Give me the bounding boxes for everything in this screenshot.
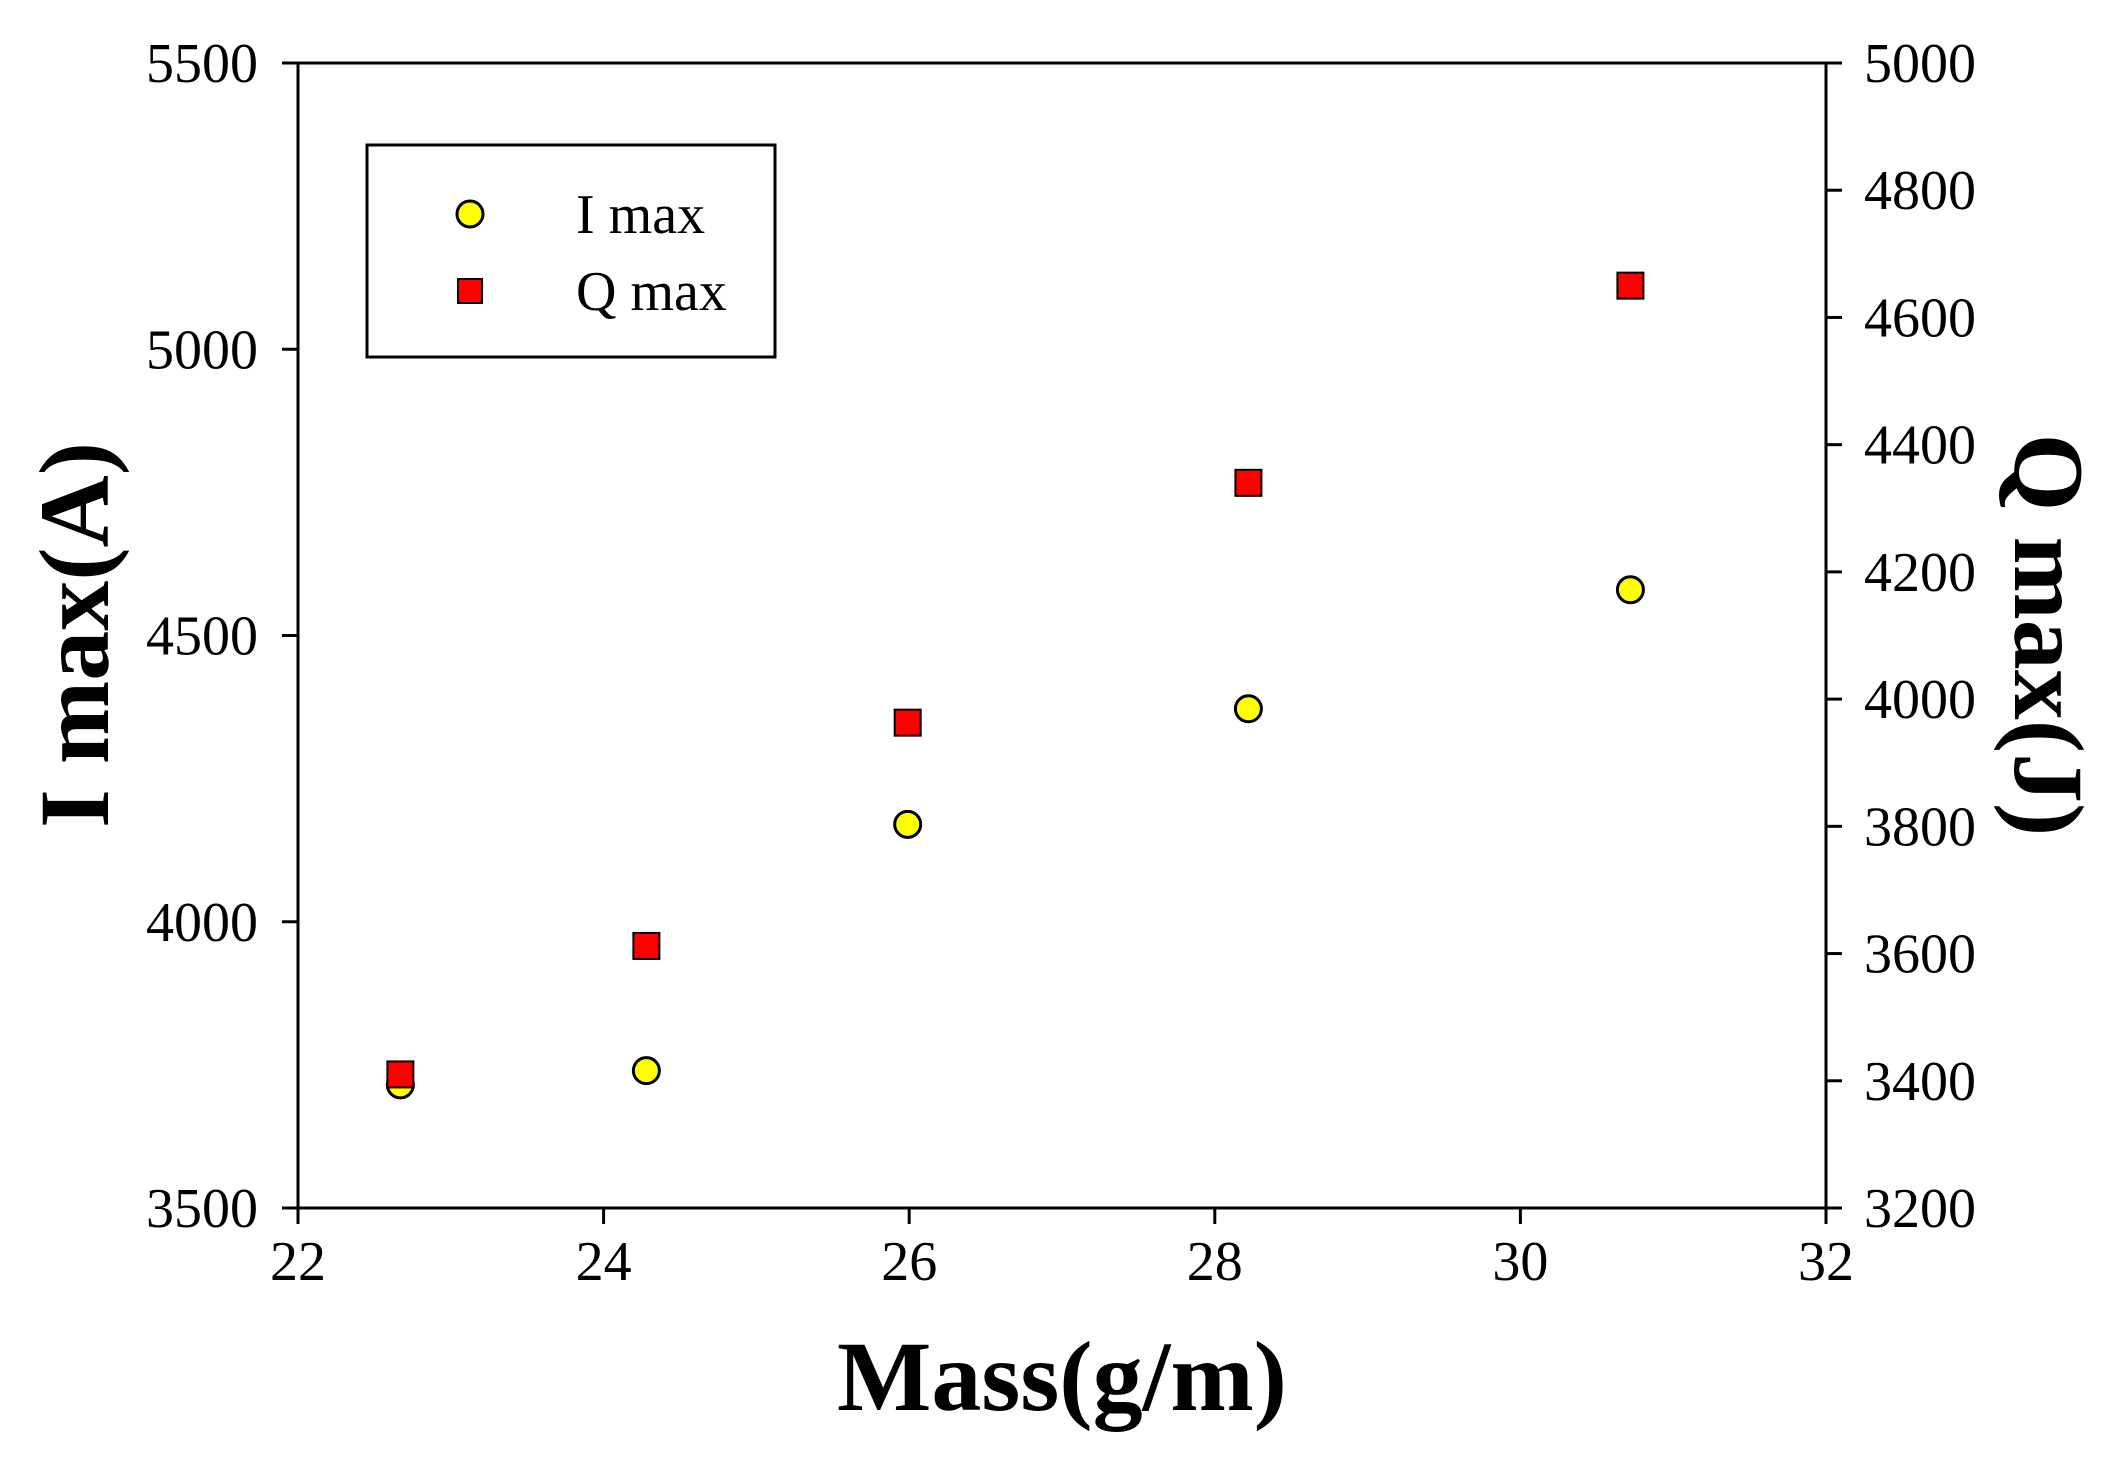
y-right-tick-label: 4000 — [1864, 669, 1976, 731]
y-right-axis-title: Q max(J) — [1993, 434, 2104, 837]
y-right-tick-label: 4400 — [1864, 415, 1976, 477]
y-left-axis-title: I max(A) — [19, 442, 130, 828]
x-tick-label: 30 — [1492, 1231, 1548, 1293]
legend: I max Q max — [365, 143, 777, 359]
y-left-tick-label: 3500 — [146, 1178, 258, 1240]
y-right-tick-label: 5000 — [1864, 33, 1976, 95]
y-right-tick-label: 4600 — [1864, 287, 1976, 349]
x-tick-label: 28 — [1187, 1231, 1243, 1293]
point-q-max — [632, 931, 661, 960]
x-tick-label: 26 — [881, 1231, 937, 1293]
point-q-max — [386, 1060, 415, 1089]
point-q-max — [1616, 271, 1645, 300]
point-q-max — [893, 708, 922, 737]
point-q-max — [1234, 468, 1263, 497]
y-right-tick-label: 3800 — [1864, 796, 1976, 858]
legend-marker-i-max — [455, 199, 485, 229]
x-tick-label: 32 — [1798, 1231, 1854, 1293]
y-left-axis-ticks: 3500 4000 4500 5000 5500 — [146, 33, 298, 1240]
legend-marker-q-max — [457, 278, 483, 304]
point-i-max — [893, 809, 923, 839]
y-left-tick-label: 4500 — [146, 606, 258, 668]
x-tick-label: 22 — [270, 1231, 326, 1293]
x-axis-ticks: 22 24 26 28 30 32 — [270, 1208, 1854, 1293]
legend-box — [365, 143, 777, 359]
point-i-max — [1615, 575, 1645, 605]
legend-label-q-max: Q max — [576, 261, 727, 323]
y-right-tick-label: 4800 — [1864, 160, 1976, 222]
y-left-tick-label: 4000 — [146, 892, 258, 954]
x-axis-title: Mass(g/m) — [837, 1321, 1287, 1432]
y-right-tick-label: 4200 — [1864, 542, 1976, 604]
y-right-tick-label: 3600 — [1864, 924, 1976, 986]
data-points — [385, 271, 1645, 1100]
y-left-tick-label: 5000 — [146, 319, 258, 381]
x-tick-label: 24 — [576, 1231, 632, 1293]
y-right-axis-ticks: 3200 3400 3600 3800 4000 4200 4400 4600 4800 5000 — [1826, 33, 1976, 1240]
point-i-max — [1233, 694, 1263, 724]
y-right-tick-label: 3400 — [1864, 1051, 1976, 1113]
y-right-tick-label: 3200 — [1864, 1178, 1976, 1240]
y-left-tick-label: 5500 — [146, 33, 258, 95]
point-i-max — [631, 1056, 661, 1086]
legend-label-i-max: I max — [576, 184, 705, 246]
